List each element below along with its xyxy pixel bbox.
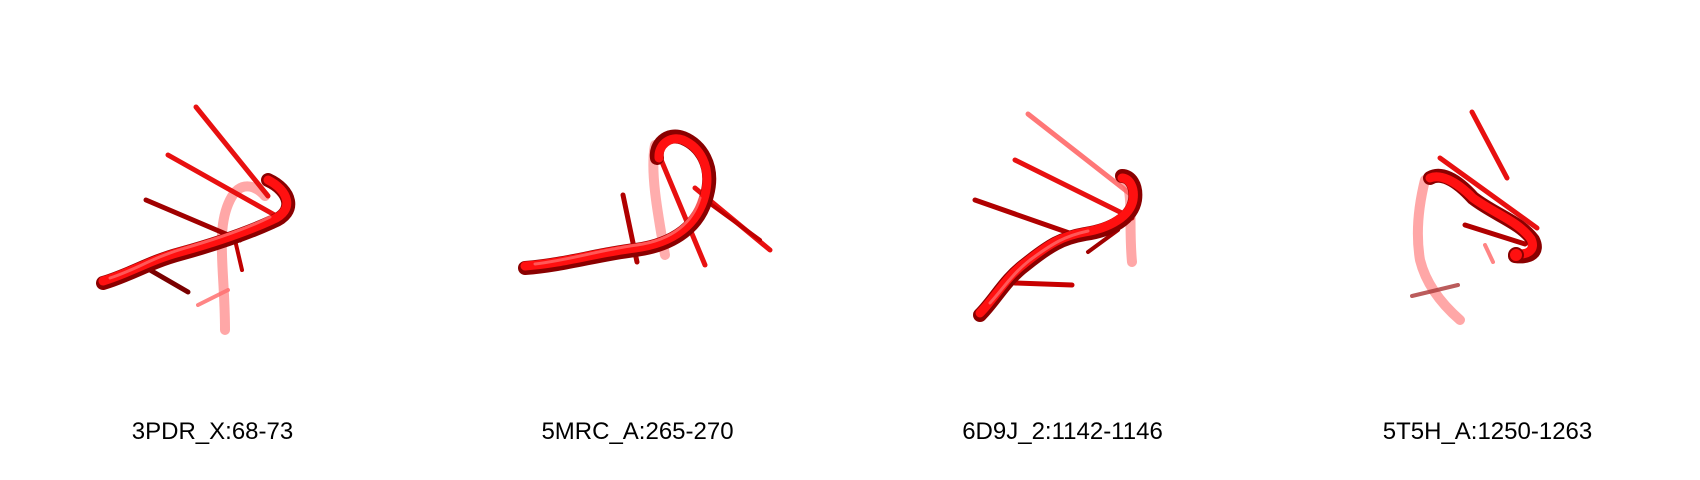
structure-panel-4: 5T5H_A:1250-1263	[1275, 0, 1700, 480]
structure-label: 5MRC_A:265-270	[425, 418, 850, 446]
structure-label: 3PDR_X:68-73	[0, 418, 425, 446]
rna-structure-render	[1275, 0, 1700, 400]
rna-structure-render	[0, 0, 425, 400]
structure-panel-2: 5MRC_A:265-270	[425, 0, 850, 480]
rna-structure-render	[850, 0, 1275, 400]
structure-panel-3: 6D9J_2:1142-1146	[850, 0, 1275, 480]
structure-label: 5T5H_A:1250-1263	[1275, 418, 1700, 446]
structure-label: 6D9J_2:1142-1146	[850, 418, 1275, 446]
rna-structure-render	[425, 0, 850, 400]
structure-panel-1: 3PDR_X:68-73	[0, 0, 425, 480]
